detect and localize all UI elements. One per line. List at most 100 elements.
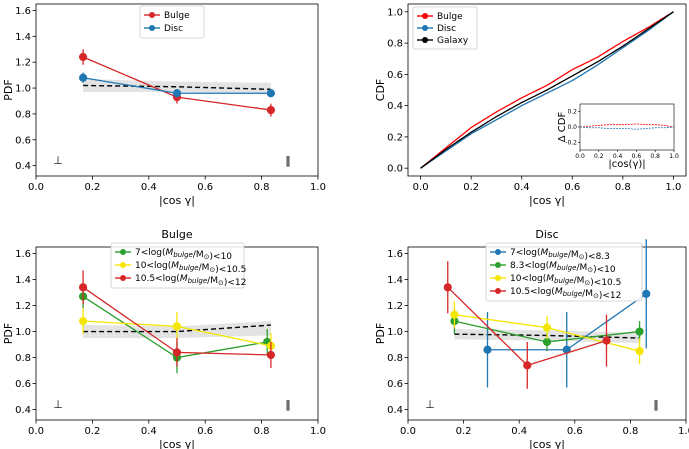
x-tick-label: 1.0 (665, 182, 681, 193)
x-tick-label: 0.4 (514, 182, 530, 193)
data-point (443, 283, 452, 292)
x-tick-label: 0.2 (456, 426, 472, 437)
cdf-line (420, 11, 674, 169)
data-point (78, 73, 88, 82)
data-point (483, 345, 492, 354)
inset-y-tick-label: -0.2 (565, 139, 577, 146)
inset-x-tick-label: 0.6 (632, 153, 642, 160)
legend-box (485, 242, 643, 302)
legend-label: 10<log(Mbulge/M⊙)<10.5 (135, 261, 246, 275)
perpendicular-marker: ⊥ (425, 398, 435, 411)
legend-label-part: ⊙ (218, 279, 224, 287)
legend-box (412, 6, 478, 50)
legend-label-part: bulge (554, 277, 574, 285)
perpendicular-marker: ⊥ (53, 398, 63, 411)
x-tick-label: 1.0 (678, 426, 689, 437)
legend-label-part: 10<log( (135, 261, 171, 271)
inset-x-axis-label: |cos(γ)| (608, 159, 645, 170)
y-tick-label: 0.8 (387, 39, 403, 50)
data-point (523, 361, 532, 370)
y-tick-label: 1.4 (15, 32, 31, 43)
legend-label: Bulge (437, 12, 463, 22)
legend-label: 7<log(Mbulge/M⊙)<10 (135, 248, 232, 262)
legend-swatch-marker (495, 275, 501, 281)
legend-label-part: /M (576, 263, 587, 273)
y-axis-label: PDF (2, 79, 15, 100)
parallel-marker: ‖ (285, 398, 291, 411)
y-tick-label: 0.4 (15, 405, 31, 416)
y-tick-label: 1.0 (387, 7, 403, 18)
x-tick-label: 0.8 (254, 182, 270, 193)
legend-label-part: 10.5<log( (510, 287, 555, 297)
legend-label: Disc (164, 24, 183, 34)
inset-x-tick-label: 1.0 (669, 153, 679, 160)
axes-frame (407, 3, 687, 177)
x-tick-label: 0.8 (622, 426, 638, 437)
y-tick-label: 1.2 (15, 301, 31, 312)
legend-label-part: 10.5<log( (135, 274, 180, 284)
inset-y-axis-label: Δ CDF (557, 112, 568, 143)
legend-label-part: /M (574, 276, 585, 286)
y-tick-label: 1.4 (15, 275, 31, 286)
y-tick-label: 0.2 (387, 132, 403, 143)
legend-label-part: M (541, 248, 549, 258)
data-point (266, 105, 276, 115)
parallel-marker: ‖ (653, 398, 659, 411)
y-axis-label: PDF (374, 323, 387, 344)
data-point (542, 323, 552, 332)
panel-top-left-pdf: 0.0 0.2 0.4 0.6 0.8 1.0 0.4 0.6 0.8 1.0 1.2 1.4 1.6 |… (2, 3, 326, 207)
y-tick-label: 0.6 (15, 135, 31, 146)
y-tick-label: 0.8 (15, 353, 31, 364)
inset-x-tick-label: 0.2 (594, 153, 604, 160)
y-tick-label: 1.0 (15, 327, 31, 338)
x-tick-label: 0.0 (28, 182, 44, 193)
legend-label-part: )<8.3 (585, 252, 610, 262)
legend-label-part: 10<log( (510, 274, 546, 284)
legend-label-part: )<10 (593, 265, 616, 275)
cdf-line (420, 11, 674, 169)
y-tick-label: 0.6 (387, 379, 403, 390)
y-tick-label: 0.0 (387, 164, 403, 175)
y-tick-label: 1.6 (387, 249, 403, 260)
y-tick-label: 1.0 (387, 327, 403, 338)
y-tick-label: 0.4 (387, 405, 403, 416)
data-point (172, 89, 182, 98)
legend-swatch-marker (120, 275, 126, 281)
legend-label-part: ⊙ (209, 266, 215, 274)
inset-frame (579, 103, 675, 151)
random-mean-line (83, 84, 271, 91)
legend-label-part: M (549, 261, 557, 271)
x-tick-label: 0.6 (564, 182, 580, 193)
data-point (450, 310, 459, 319)
legend-label-part: ⊙ (593, 292, 599, 300)
x-tick-label: 0.6 (567, 426, 583, 437)
y-tick-label: 1.6 (15, 249, 31, 260)
legend-swatch-marker (495, 262, 501, 268)
x-tick-label: 0.4 (141, 426, 157, 437)
data-point (266, 89, 276, 98)
panel-bottom-right-disc: 0.0 0.2 0.4 0.6 0.8 1.0 0.4 0.6 0.8 1.0 1.2 1.4 1.6 |… (374, 228, 689, 449)
legend-label: 8.3<log(Mbulge/M⊙)<10 (510, 261, 616, 275)
legend-label-part: ⊙ (579, 253, 585, 261)
panel-top-right-cdf: 0.0 0.2 0.4 0.6 0.8 1.0 0.0 0.2 0.4 0.6 0.8 1.0 |cos… (374, 3, 687, 207)
x-tick-label: 0.8 (254, 426, 270, 437)
cdf-line (420, 11, 674, 169)
random-band (83, 79, 271, 95)
data-point (78, 317, 88, 326)
legend-label-part: ⊙ (204, 253, 210, 261)
legend-box (139, 5, 205, 39)
data-point (78, 283, 88, 292)
legend-label-part: M (166, 248, 174, 258)
legend-swatch-marker (120, 249, 126, 255)
legend-swatch-marker (422, 25, 428, 31)
legend-label: 10.5<log(Mbulge/M⊙)<12 (510, 287, 621, 301)
y-tick-label: 0.8 (387, 353, 403, 364)
legend-label-part: bulge (188, 277, 208, 285)
legend-label-part: 7<log( (135, 248, 166, 258)
axes-frame (35, 3, 319, 177)
y-tick-label: 1.6 (15, 6, 31, 17)
legend-label-part: )<10 (210, 252, 233, 262)
legend-label-part: M (555, 287, 563, 297)
legend-label-part: /M (582, 289, 593, 299)
